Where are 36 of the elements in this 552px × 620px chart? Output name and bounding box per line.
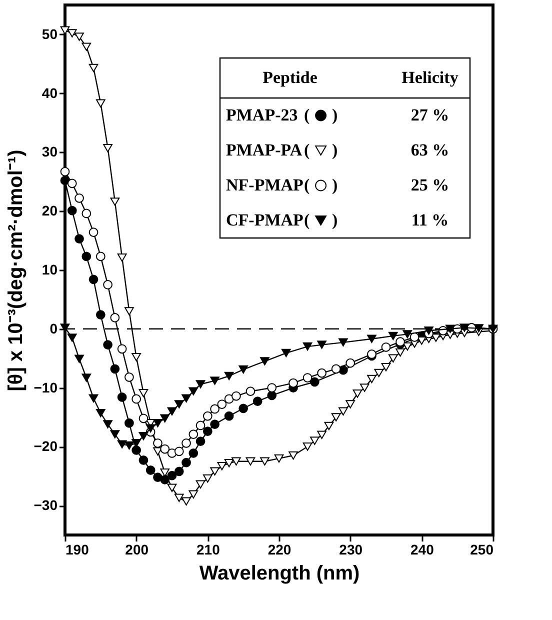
y-tick-label: 0 [50, 320, 58, 336]
y-tick-label: −30 [34, 497, 58, 514]
y-tick-label: 40 [42, 84, 58, 101]
text: ) [332, 176, 338, 194]
annotation: Helicity [402, 68, 459, 87]
text: ) [332, 140, 338, 160]
y-tick-label: −10 [34, 379, 58, 396]
text: ( [304, 210, 310, 230]
y-axis-title: [θ] x 10⁻³(deg·cm²·dmol⁻¹) [4, 150, 27, 392]
legend-label: CF-PMAP [226, 210, 304, 230]
annotation: 27 % [410, 106, 450, 124]
x-tick-label: 230 [339, 542, 363, 558]
text: ) [332, 210, 338, 230]
x-tick-label: 200 [125, 542, 149, 558]
legend-label: PMAP-PA [226, 140, 303, 160]
x-tick-label: 250 [470, 542, 494, 558]
legend-label: PMAP-23 [226, 106, 298, 124]
x-tick-label: 240 [410, 542, 434, 558]
legend-title: Peptide [262, 68, 318, 87]
x-tick-label: 190 [66, 542, 90, 558]
annotation: 25 % [410, 176, 450, 194]
text: ( [304, 176, 310, 194]
annotation: ) [332, 106, 338, 124]
x-axis-title: Wavelength (nm) [199, 562, 360, 584]
y-tick-label: 50 [42, 26, 58, 42]
annotation: 63 % [410, 140, 450, 160]
y-tick-label: −20 [34, 438, 58, 454]
x-tick-label: 210 [196, 542, 220, 558]
x-tick-label: 220 [268, 542, 292, 558]
text: ( [304, 140, 310, 160]
annotation: 11 % [411, 210, 449, 230]
annotation: ( [304, 106, 310, 124]
y-tick-label: 10 [42, 262, 58, 278]
y-tick-label: 30 [42, 144, 58, 160]
y-tick-label: 20 [42, 202, 58, 219]
legend-label: NF-PMAP [226, 176, 304, 194]
